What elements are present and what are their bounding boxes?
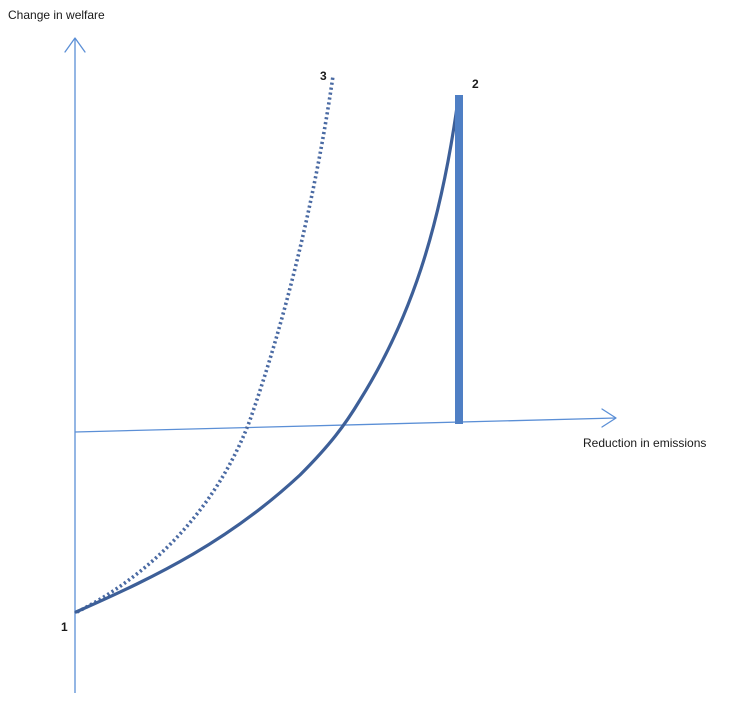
dotted-curve-1-to-3 bbox=[76, 75, 335, 614]
point-label-2: 2 bbox=[472, 77, 479, 91]
x-axis-arrowhead bbox=[601, 408, 617, 428]
vertical-bar-point-2 bbox=[455, 95, 463, 424]
x-axis-label: Reduction in emissions bbox=[583, 436, 706, 450]
y-axis-label: Change in welfare bbox=[8, 8, 105, 22]
point-label-3: 3 bbox=[320, 69, 327, 83]
solid-curve-1-to-2 bbox=[74, 98, 460, 614]
point-label-1: 1 bbox=[61, 620, 68, 634]
y-axis-arrowhead bbox=[64, 37, 86, 53]
